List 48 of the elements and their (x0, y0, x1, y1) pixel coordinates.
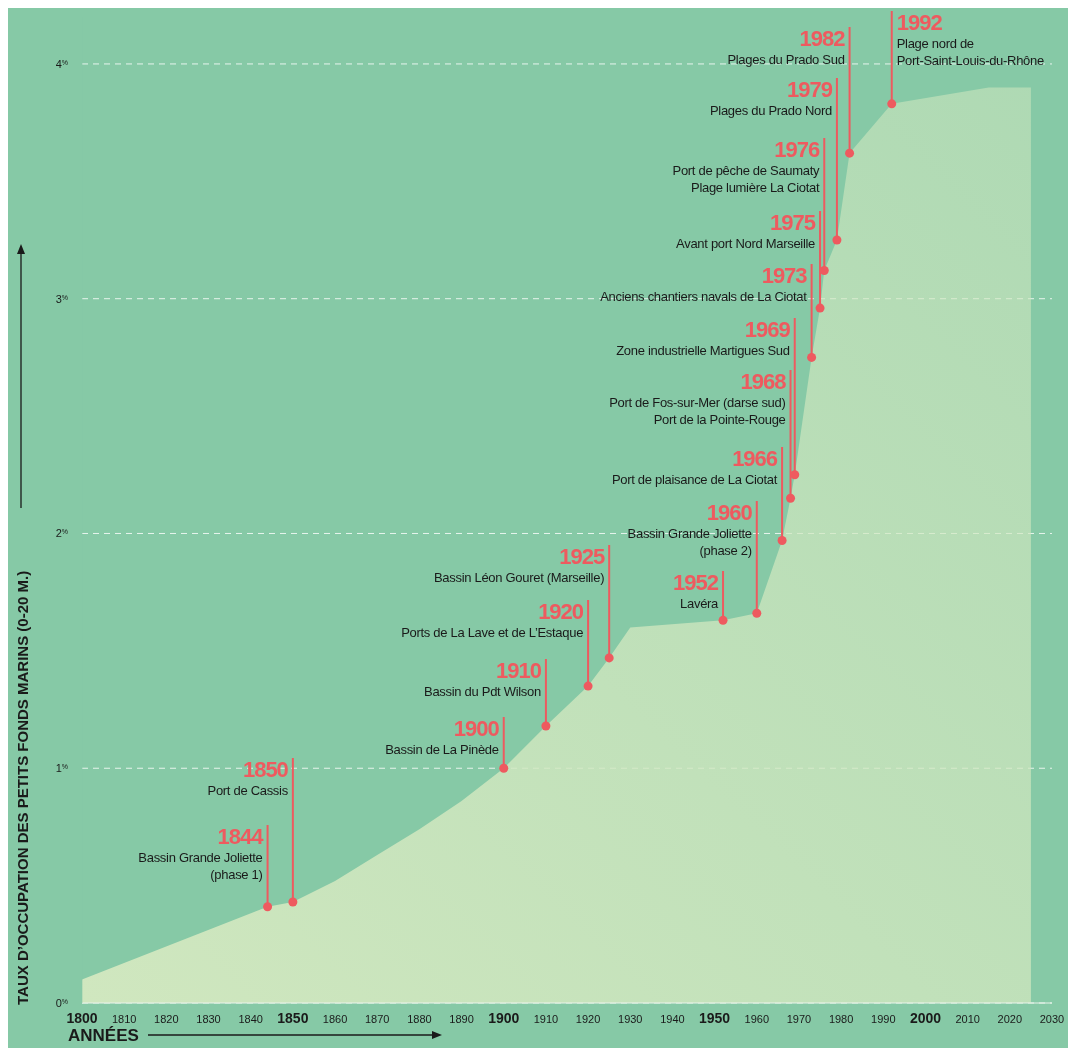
x-tick-label: 1810 (111, 1013, 137, 1025)
y-tick-label: 1$^{%}$ (55, 762, 68, 775)
y-tick-label: 3$^{%}$ (55, 292, 68, 305)
annotation: 1992 Plage nord de Port-Saint-Louis-du-Rhône (896, 10, 1044, 68)
x-tick-label: 1960 (744, 1013, 770, 1025)
x-tick-label: 1890 (449, 1013, 474, 1025)
annotation: 1952 Lavéra (673, 570, 720, 611)
annotation: 1850 Port de Cassis (207, 757, 289, 798)
x-tick-label: 1840 (238, 1013, 263, 1025)
annotation: 1925 Bassin Léon Gouret (Marseille) (433, 544, 605, 585)
y-tick-label: 0$^{%}$ (55, 997, 68, 1009)
x-tick-label: 1950 (699, 1010, 731, 1026)
x-tick-label: 1940 (660, 1013, 685, 1025)
x-tick-label: 1880 (407, 1013, 432, 1025)
x-tick-label: 2010 (955, 1013, 980, 1025)
annotation: 1976 Port de pêche de Saumaty Plage lumière La Ciotat (672, 137, 821, 195)
annotation: 1968 Port de Fos-sur-Mer (darse sud) Port de la Pointe-Rouge (609, 369, 787, 427)
y-tick-label: 2$^{%}$ (55, 527, 68, 540)
x-tick-label: 1900 (488, 1010, 520, 1026)
x-tick-label: 1800 (66, 1010, 98, 1026)
x-tick-label: 1870 (364, 1013, 390, 1025)
annotation: 1960 Bassin Grande Joliette (phase 2) (627, 500, 753, 558)
annotation: 1900 Bassin de La Pinède (385, 716, 500, 757)
annotation: 1973 Anciens chantiers navals de La Ciotat (600, 263, 808, 304)
annotation: 1969 Zone industrielle Martigues Sud (616, 317, 791, 358)
annotation: 1966 Port de plaisance de La Ciotat (611, 446, 778, 487)
y-axis-title: TAUX D’OCCUPATION DES PETITS FONDS MARINS (0-20 M.) (14, 570, 31, 1005)
x-tick-label: 2020 (997, 1013, 1023, 1025)
x-tick-label: 1970 (786, 1013, 812, 1025)
annotation: 1844 Bassin Grande Joliette (phase 1) (138, 824, 265, 882)
x-tick-label: 1830 (196, 1013, 221, 1025)
annotation: 1979 Plages du Prado Nord (709, 77, 833, 118)
x-tick-label: 1920 (575, 1013, 601, 1025)
x-tick-label: 1930 (618, 1013, 643, 1025)
x-tick-label: 1860 (322, 1013, 348, 1025)
x-tick-label: 2000 (909, 1010, 942, 1026)
annotation: 1982 Plages du Prado Sud (727, 26, 846, 67)
x-tick-label: 1910 (533, 1013, 559, 1025)
x-tick-label: 1850 (277, 1010, 309, 1026)
x-axis-title: ANNÉES (68, 1026, 139, 1045)
x-tick-label: 1990 (871, 1013, 896, 1025)
x-tick-label: 2030 (1039, 1013, 1065, 1025)
y-tick-label: 4$^{%}$ (55, 57, 68, 70)
annotation: 1975 Avant port Nord Marseille (676, 210, 816, 251)
annotation: 1920 Ports de La Lave et de L’Estaque (401, 599, 584, 640)
x-tick-label: 1980 (828, 1013, 854, 1025)
annotation: 1910 Bassin du Pdt Wilson (424, 658, 542, 699)
x-tick-label: 1820 (154, 1013, 179, 1025)
